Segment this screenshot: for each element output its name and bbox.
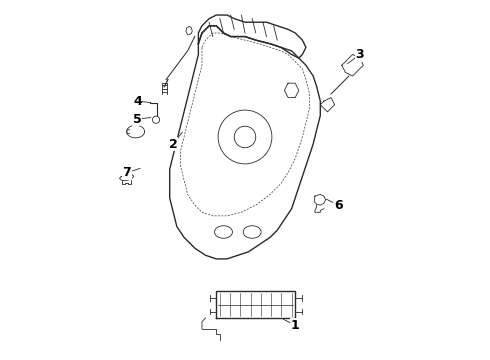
Text: 4: 4 [133,95,142,108]
Text: 7: 7 [122,166,131,179]
Text: 6: 6 [334,199,343,212]
Text: 3: 3 [355,48,364,61]
Text: 2: 2 [169,138,178,150]
Text: 1: 1 [291,319,299,332]
Text: 5: 5 [133,113,142,126]
